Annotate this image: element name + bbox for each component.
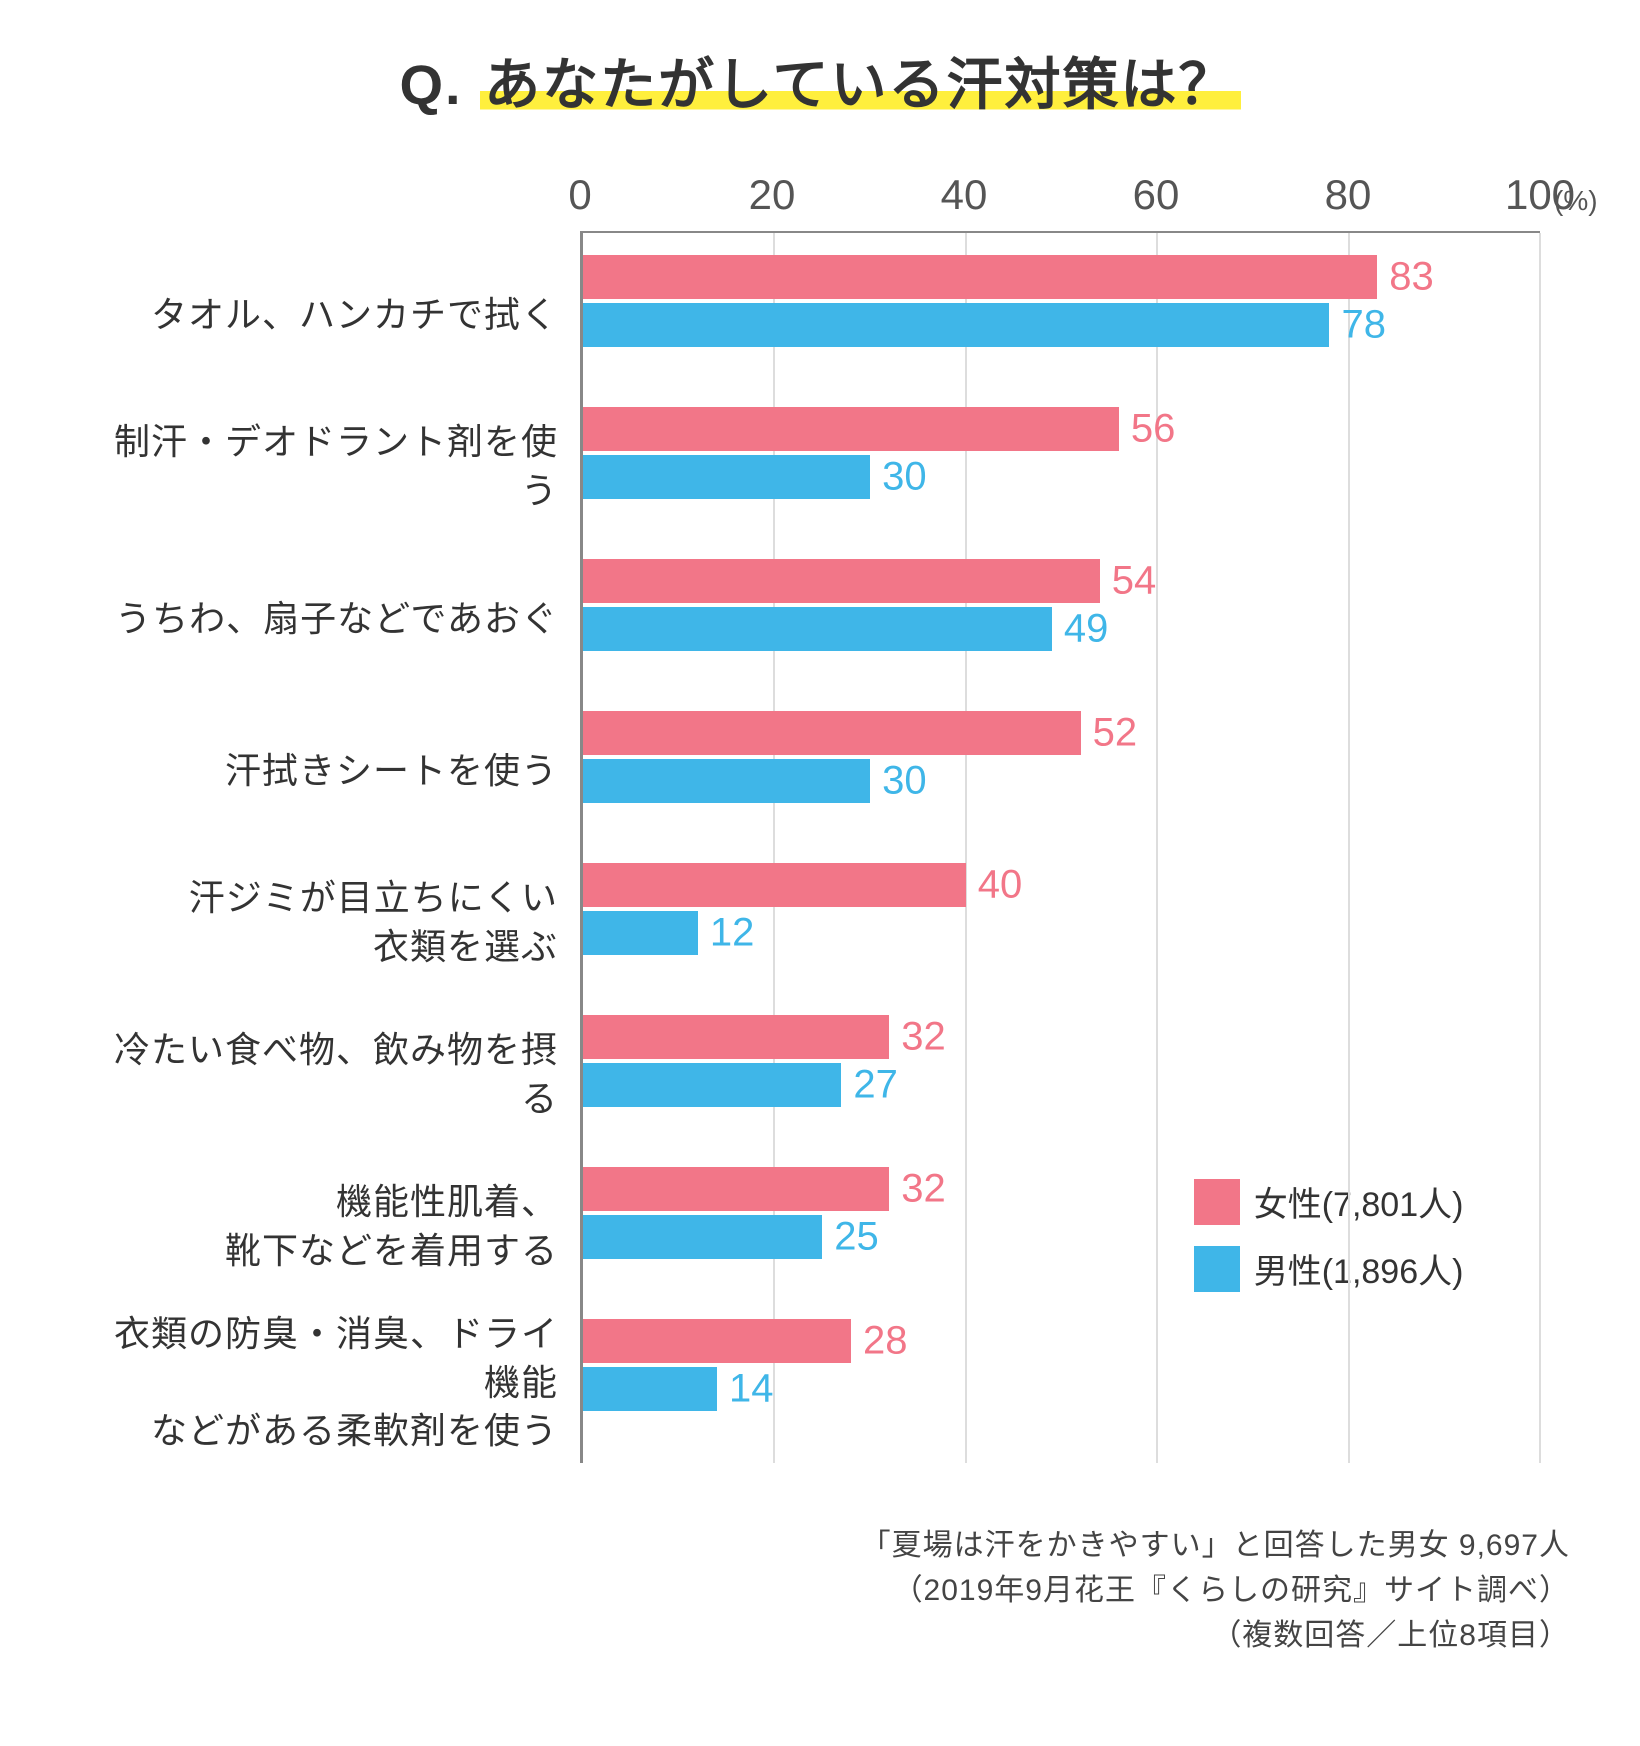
category-labels: タオル、ハンカチで拭く制汗・デオドラント剤を使ううちわ、扇子などであおぐ汗拭きシ… [100,231,580,1463]
axis-tick: 20 [749,171,796,219]
category-bars: 3225 [583,1145,1540,1297]
category-bars: 5449 [583,537,1540,689]
bar-female: 54 [583,559,1100,603]
bar-male: 30 [583,759,870,803]
bar-value: 56 [1131,407,1176,452]
bar-value: 28 [863,1319,908,1364]
bar-male: 78 [583,303,1329,347]
bar-value: 49 [1064,607,1109,652]
bar-value: 78 [1341,303,1386,348]
bar-female: 56 [583,407,1119,451]
category-label: タオル、ハンカチで拭く [100,231,580,391]
category-bars: 4012 [583,841,1540,993]
title-text: あなたがしている汗対策は？ [480,53,1240,116]
bar-male: 12 [583,911,698,955]
axis-tick: 40 [941,171,988,219]
x-axis: 020406080100(%) [100,161,1540,231]
category-bars: 8378 [583,233,1540,385]
bar-value: 25 [834,1215,879,1260]
title-prefix: Q. [399,53,462,116]
bar-value: 54 [1112,559,1157,604]
bar-value: 30 [882,455,927,500]
category-label: 衣類の防臭・消臭、ドライ機能などがある柔軟剤を使う [100,1303,580,1463]
footnote-line: 「夏場は汗をかきやすい」と回答した男女 9,697人 [60,1523,1570,1568]
bar-female: 32 [583,1015,889,1059]
bar-value: 32 [901,1167,946,1212]
category-label: 汗拭きシートを使う [100,695,580,847]
bar-value: 40 [978,863,1023,908]
axis-tick: 60 [1133,171,1180,219]
category-bars: 2814 [583,1297,1540,1457]
bar-male: 25 [583,1215,822,1259]
category-label: 制汗・デオドラント剤を使う [100,391,580,543]
axis-tick: 0 [568,171,591,219]
bar-female: 32 [583,1167,889,1211]
bar-value: 14 [729,1367,774,1412]
bar-male: 49 [583,607,1052,651]
bar-female: 52 [583,711,1081,755]
bar-chart: 020406080100(%) タオル、ハンカチで拭く制汗・デオドラント剤を使う… [100,161,1540,1463]
bar-female: 40 [583,863,966,907]
footnote-line: （2019年9月花王『くらしの研究』サイト調べ） [60,1568,1570,1613]
category-label: 汗ジミが目立ちにくい衣類を選ぶ [100,847,580,999]
bar-value: 30 [882,759,927,804]
bar-male: 30 [583,455,870,499]
footnote-line: （複数回答／上位8項目） [60,1613,1570,1658]
bar-value: 52 [1093,711,1138,756]
category-bars: 5630 [583,385,1540,537]
chart-title: Q. あなたがしている汗対策は？ [60,40,1580,121]
bar-female: 83 [583,255,1377,299]
category-label: 冷たい食べ物、飲み物を摂る [100,999,580,1151]
plot-area: 女性(7,801人)男性(1,896人) 8378563054495230401… [580,231,1540,1463]
category-bars: 5230 [583,689,1540,841]
bar-value: 83 [1389,255,1434,300]
axis-tick: 80 [1325,171,1372,219]
category-label: 機能性肌着、靴下などを着用する [100,1151,580,1303]
bar-value: 12 [710,911,755,956]
bar-female: 28 [583,1319,851,1363]
bar-value: 27 [853,1063,898,1108]
bar-male: 14 [583,1367,717,1411]
footnotes: 「夏場は汗をかきやすい」と回答した男女 9,697人（2019年9月花王『くらし… [60,1523,1570,1658]
bar-male: 27 [583,1063,841,1107]
bar-value: 32 [901,1015,946,1060]
axis-unit: (%) [1554,185,1598,217]
category-bars: 3227 [583,993,1540,1145]
category-label: うちわ、扇子などであおぐ [100,543,580,695]
